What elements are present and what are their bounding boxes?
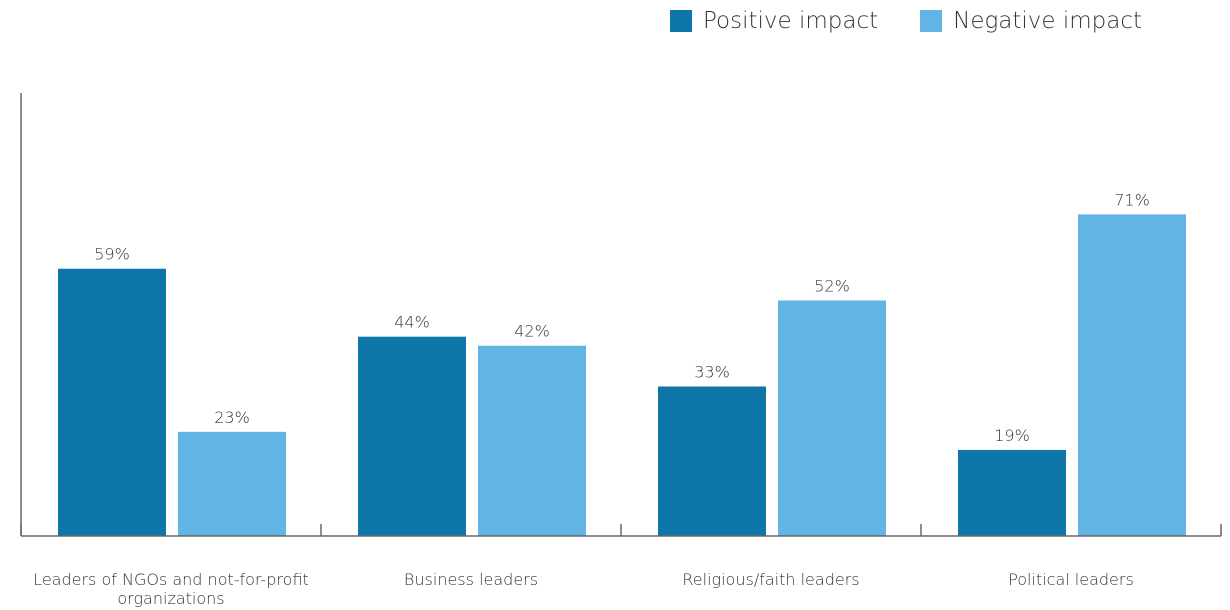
- legend-item-negative: Negative impact: [920, 8, 1142, 34]
- bar-negative-1: [478, 345, 586, 536]
- legend-label-positive: Positive impact: [703, 8, 879, 34]
- category-label-political: Political leaders: [1008, 570, 1134, 589]
- bar-positive-0: [58, 268, 166, 536]
- legend-swatch-negative: [920, 10, 943, 32]
- bar-negative-3: [1078, 214, 1186, 536]
- bar-positive-2: [658, 386, 766, 536]
- legend-swatch-positive: [670, 10, 692, 32]
- bar-positive-3: [958, 449, 1066, 536]
- data-label-positive-2: 33%: [694, 363, 730, 382]
- legend-label-negative: Negative impact: [953, 8, 1143, 34]
- category-label-business: Business leaders: [403, 570, 539, 589]
- legend-item-positive: Positive impact: [670, 8, 878, 34]
- data-label-negative-2: 52%: [814, 276, 850, 295]
- data-label-negative-0: 23%: [214, 408, 250, 427]
- data-label-positive-3: 19%: [994, 426, 1030, 445]
- data-label-negative-1: 42%: [514, 322, 550, 341]
- bar-positive-1: [358, 336, 466, 536]
- data-label-positive-0: 59%: [94, 245, 130, 264]
- data-label-positive-1: 44%: [394, 313, 430, 332]
- bar-negative-2: [778, 300, 886, 536]
- chart-legend: Positive impact Negative impact: [670, 8, 1184, 34]
- category-label-religious: Religious/faith leaders: [682, 570, 860, 589]
- bar-negative-0: [178, 431, 286, 536]
- data-label-negative-3: 71%: [1114, 190, 1150, 209]
- category-label-ngo: Leaders of NGOs and not-for-profit organ…: [33, 570, 309, 608]
